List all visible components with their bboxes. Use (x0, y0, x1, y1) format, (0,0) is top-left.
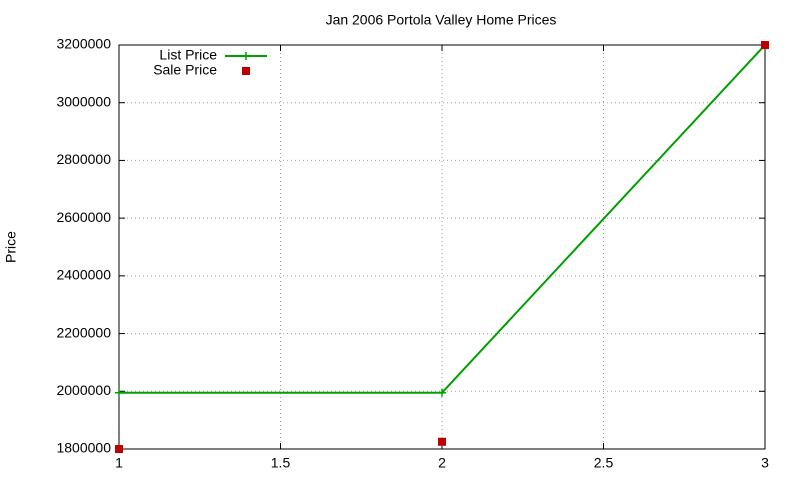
legend-swatch (242, 67, 250, 75)
x-tick-label: 1.5 (271, 455, 291, 471)
y-tick-label: 2200000 (56, 324, 111, 340)
legend-label: List Price (159, 47, 217, 63)
x-tick-label: 1 (115, 455, 123, 471)
point-marker (115, 445, 123, 453)
y-tick-label: 2800000 (56, 151, 111, 167)
y-tick-label: 1800000 (56, 440, 111, 456)
y-tick-label: 2600000 (56, 209, 111, 225)
chart-title: Jan 2006 Portola Valley Home Prices (326, 12, 557, 28)
point-marker (438, 388, 446, 397)
legend-label: Sale Price (153, 62, 217, 78)
legend-swatch (242, 52, 250, 60)
point-marker (438, 437, 446, 446)
x-tick-label: 2 (438, 455, 446, 471)
y-axis-label: Price (3, 231, 19, 263)
x-tick-label: 2.5 (594, 455, 614, 471)
y-tick-label: 2400000 (56, 267, 111, 283)
y-tick-label: 2000000 (56, 382, 111, 398)
plot-border (118, 44, 766, 450)
y-tick-label: 3200000 (56, 36, 111, 52)
x-tick-label: 3 (761, 455, 769, 471)
point-marker (761, 41, 769, 49)
point-marker (115, 388, 123, 397)
y-tick-label: 3000000 (56, 93, 111, 109)
